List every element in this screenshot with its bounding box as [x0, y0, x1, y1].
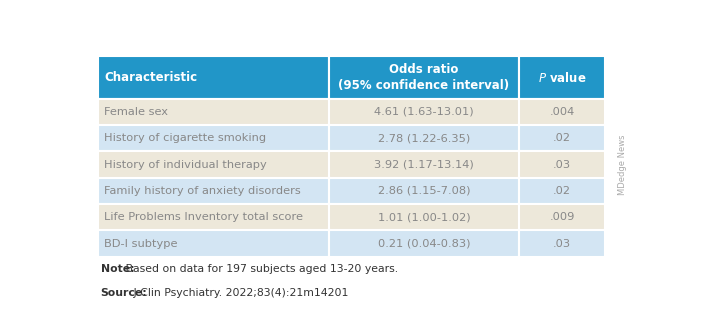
Text: .03: .03 [553, 160, 571, 170]
Bar [519, 204, 606, 230]
Text: .004: .004 [549, 107, 575, 117]
Bar [519, 152, 606, 178]
Bar [98, 56, 329, 99]
Text: Characteristic: Characteristic [104, 71, 197, 84]
Text: History of cigarette smoking: History of cigarette smoking [104, 133, 266, 143]
Bar [329, 178, 519, 204]
Text: 2.78 (1.22-6.35): 2.78 (1.22-6.35) [378, 133, 470, 143]
Bar [329, 125, 519, 152]
Text: Family history of anxiety disorders: Family history of anxiety disorders [104, 186, 301, 196]
Bar [329, 204, 519, 230]
Text: Female sex: Female sex [104, 107, 168, 117]
Text: Odds ratio
(95% confidence interval): Odds ratio (95% confidence interval) [338, 63, 510, 92]
Text: Life Problems Inventory total score: Life Problems Inventory total score [104, 212, 303, 222]
Bar [98, 230, 329, 257]
Bar [329, 230, 519, 257]
Text: 4.61 (1.63-13.01): 4.61 (1.63-13.01) [374, 107, 474, 117]
Text: 1.01 (1.00-1.02): 1.01 (1.00-1.02) [377, 212, 470, 222]
Text: Based on data for 197 subjects aged 13-20 years.: Based on data for 197 subjects aged 13-2… [122, 264, 398, 275]
Text: .02: .02 [553, 133, 571, 143]
Text: $\it{P}$ value: $\it{P}$ value [538, 71, 587, 85]
Text: 3.92 (1.17-13.14): 3.92 (1.17-13.14) [374, 160, 474, 170]
Bar [519, 99, 606, 125]
Text: 0.21 (0.04-0.83): 0.21 (0.04-0.83) [378, 239, 470, 249]
Text: Source:: Source: [101, 288, 148, 298]
Bar [519, 56, 606, 99]
Text: .03: .03 [553, 239, 571, 249]
Bar [329, 152, 519, 178]
Bar [519, 125, 606, 152]
Bar [519, 230, 606, 257]
Bar [98, 204, 329, 230]
Text: 2.86 (1.15-7.08): 2.86 (1.15-7.08) [378, 186, 470, 196]
Text: Note:: Note: [101, 264, 134, 275]
Bar [98, 125, 329, 152]
Bar [98, 99, 329, 125]
Text: .009: .009 [549, 212, 575, 222]
Text: J Clin Psychiatry. 2022;83(4):21m14201: J Clin Psychiatry. 2022;83(4):21m14201 [130, 288, 348, 298]
Bar [329, 99, 519, 125]
Bar [98, 178, 329, 204]
Text: .02: .02 [553, 186, 571, 196]
Bar [519, 178, 606, 204]
Text: MDedge News: MDedge News [618, 134, 627, 195]
Text: History of individual therapy: History of individual therapy [104, 160, 267, 170]
Text: BD-I subtype: BD-I subtype [104, 239, 178, 249]
Bar [329, 56, 519, 99]
Bar [98, 152, 329, 178]
